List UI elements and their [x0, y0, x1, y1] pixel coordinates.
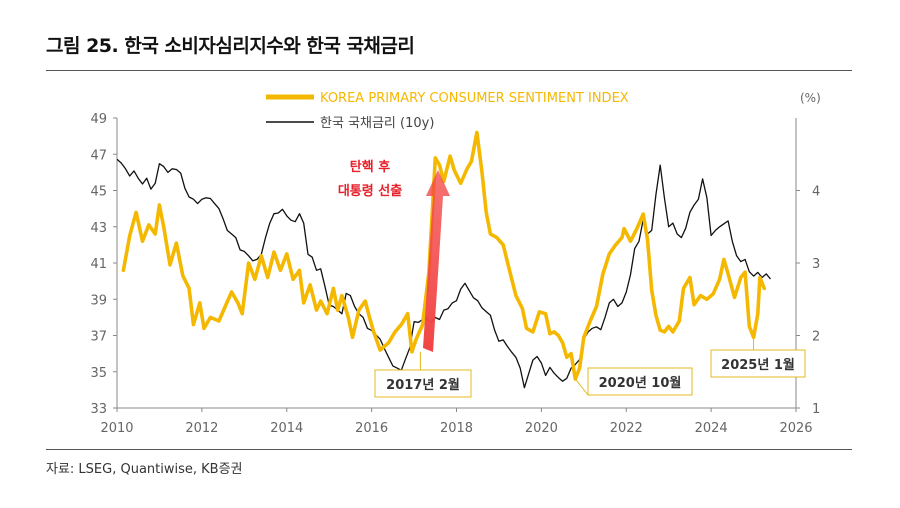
y-tick-label: 37	[90, 330, 107, 345]
bond-yield-line	[116, 158, 772, 389]
source-divider	[46, 449, 852, 450]
callout-label: 2020년 10월	[599, 375, 682, 391]
y2-tick-label: 2	[812, 330, 820, 345]
figure-title: 그림 25. 한국 소비자심리지수와 한국 국채금리	[46, 35, 415, 57]
csi-line	[121, 130, 767, 381]
title-divider	[46, 70, 852, 71]
y2-tick-label: 3	[812, 257, 820, 272]
x-tick-label: 2010	[100, 421, 133, 436]
y-tick-label: 45	[90, 185, 107, 200]
x-tick-label: 2024	[695, 421, 728, 436]
y2-unit-label: (%)	[800, 91, 821, 105]
y2-tick-label: 4	[812, 185, 820, 200]
arrow-label-line2: 대통령 선출	[338, 183, 402, 199]
callout-box	[587, 367, 693, 396]
source-note: 자료: LSEG, Quantiwise, KB증권	[46, 462, 243, 477]
y-tick-label: 35	[90, 366, 107, 381]
legend-label-csi: KOREA PRIMARY CONSUMER SENTIMENT INDEX	[320, 91, 629, 106]
x-tick-label: 2026	[779, 421, 812, 436]
x-tick-label: 2016	[355, 421, 388, 436]
arrow-label-line1: 탄핵 후	[350, 159, 390, 175]
x-tick-label: 2014	[270, 421, 303, 436]
y2-tick-label: 1	[812, 402, 820, 417]
callout-box	[374, 369, 472, 398]
callout-box	[710, 349, 806, 378]
y-tick-label: 41	[90, 257, 107, 272]
y-tick-label: 47	[90, 148, 107, 163]
y-tick-label: 43	[90, 221, 107, 236]
surge-arrow	[423, 170, 450, 352]
y-tick-label: 39	[90, 293, 107, 308]
callout-leader	[574, 378, 589, 396]
legend-label-bond: 한국 국채금리 (10y)	[320, 116, 434, 131]
axis-layer: 33 35 37 39 41 43 45 47 49 1 2 3 4 (%) 2010 2012 2014 201…	[90, 91, 820, 436]
y-tick-label: 33	[90, 402, 107, 417]
legend-layer: KOREA PRIMARY CONSUMER SENTIMENT INDEX 한국…	[266, 91, 629, 131]
x-tick-label: 2022	[610, 421, 643, 436]
callout-label: 2025년 1월	[721, 357, 795, 373]
x-tick-label: 2018	[440, 421, 473, 436]
x-tick-label: 2020	[525, 421, 558, 436]
series-layer	[116, 130, 772, 389]
x-tick-label: 2012	[185, 421, 218, 436]
y-tick-label: 49	[90, 112, 107, 127]
callout-label: 2017년 2월	[386, 377, 460, 393]
